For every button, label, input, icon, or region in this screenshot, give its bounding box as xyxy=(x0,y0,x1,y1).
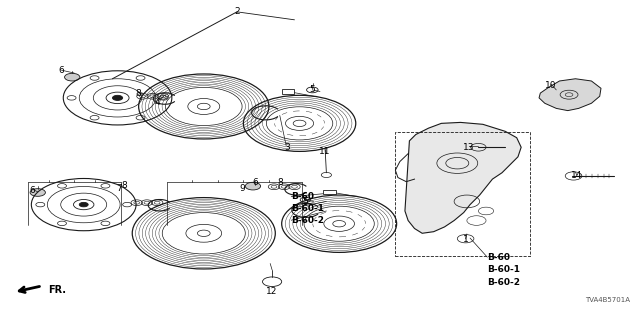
Text: 8: 8 xyxy=(278,178,284,187)
Text: 13: 13 xyxy=(463,143,474,152)
Text: 14: 14 xyxy=(571,172,582,180)
Bar xyxy=(395,132,530,256)
Text: 6: 6 xyxy=(252,178,258,187)
Text: 12: 12 xyxy=(266,287,278,296)
Text: 5: 5 xyxy=(303,197,308,206)
Text: B-60: B-60 xyxy=(487,253,510,262)
Circle shape xyxy=(113,95,123,100)
Text: 7: 7 xyxy=(116,184,122,193)
Text: 4: 4 xyxy=(155,98,161,107)
Text: TVA4B5701A: TVA4B5701A xyxy=(585,297,630,303)
Text: 3: 3 xyxy=(284,143,290,152)
Text: B-60-1: B-60-1 xyxy=(291,204,324,213)
Bar xyxy=(323,190,336,194)
Text: FR.: FR. xyxy=(49,285,67,295)
Text: 6: 6 xyxy=(58,66,64,75)
Text: 6: 6 xyxy=(29,186,35,195)
Text: B-60-1: B-60-1 xyxy=(487,265,520,275)
Circle shape xyxy=(65,73,80,81)
Text: 10: 10 xyxy=(545,81,557,90)
Polygon shape xyxy=(405,123,521,233)
Circle shape xyxy=(245,182,260,190)
Text: 2: 2 xyxy=(234,7,240,16)
Text: 5: 5 xyxy=(310,85,316,94)
Text: 9: 9 xyxy=(239,184,245,193)
Text: 8: 8 xyxy=(135,89,141,98)
Bar xyxy=(282,89,294,94)
Text: B-60-2: B-60-2 xyxy=(291,216,324,225)
Text: 8: 8 xyxy=(121,181,127,190)
Polygon shape xyxy=(539,79,601,111)
Circle shape xyxy=(79,202,88,207)
Text: 11: 11 xyxy=(319,147,331,156)
Text: B-60-2: B-60-2 xyxy=(487,278,520,287)
Text: 1: 1 xyxy=(463,235,468,244)
Circle shape xyxy=(30,189,45,196)
Text: B-60: B-60 xyxy=(291,192,314,201)
